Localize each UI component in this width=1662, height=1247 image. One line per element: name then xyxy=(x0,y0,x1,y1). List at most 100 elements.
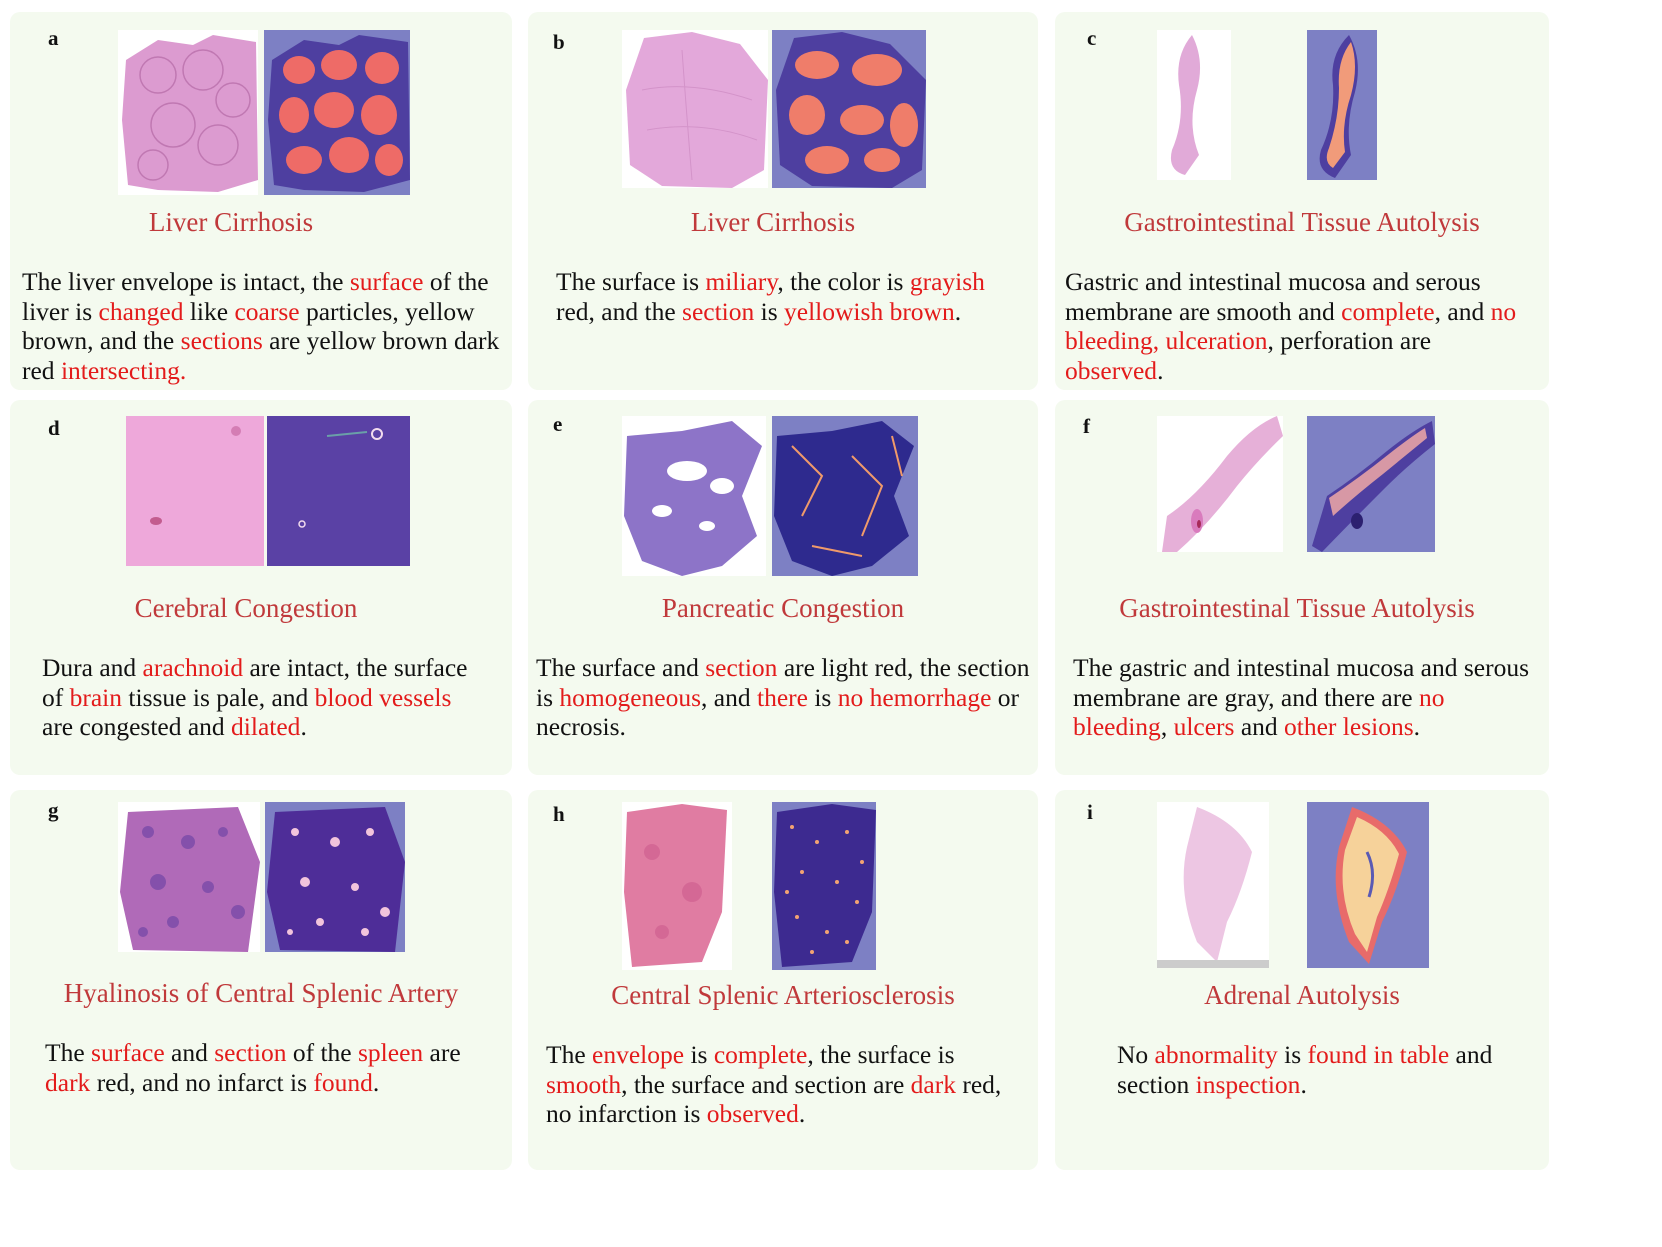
description-text: are light red, the section is xyxy=(536,653,1030,712)
highlighted-term: spleen xyxy=(358,1038,424,1067)
highlighted-term: grayish xyxy=(909,267,985,296)
description-text: . xyxy=(798,1099,806,1128)
description-text: Dura and xyxy=(42,653,143,682)
highlighted-term: ulcers xyxy=(1173,712,1235,741)
description-text: is xyxy=(807,682,838,712)
highlighted-term: changed xyxy=(98,296,184,326)
heatmap-overlay-image xyxy=(772,416,918,576)
highlighted-term: miliary xyxy=(705,267,778,296)
panel-letter: g xyxy=(48,798,59,822)
diagnosis-title: Adrenal Autolysis xyxy=(1204,980,1400,1010)
heatmap-overlay-image xyxy=(772,30,926,188)
description: The gastric and intestinal mucosa and se… xyxy=(1073,653,1543,742)
highlighted-term: observed xyxy=(1065,355,1158,385)
heatmap-overlay-image xyxy=(772,802,876,970)
heatmap-overlay-image xyxy=(1307,30,1377,180)
description-text: of the liver is xyxy=(22,267,489,326)
description-text: are intact, the surface of xyxy=(42,653,468,712)
panel-letter: d xyxy=(48,416,60,440)
highlighted-term: surface xyxy=(91,1038,165,1067)
description-text: tissue is pale, and xyxy=(122,682,315,712)
description-text: particles, yellow brown, and the xyxy=(22,296,475,356)
highlighted-term: sections xyxy=(180,326,263,355)
description-text: or necrosis. xyxy=(536,682,1020,742)
description-text: . xyxy=(300,712,307,741)
description-text: of the xyxy=(286,1038,358,1067)
highlighted-term: dilated xyxy=(231,712,301,741)
description: The envelope is complete, the surface is… xyxy=(546,1040,1026,1129)
panel-a: a Liver Cirrhosis The liver envelope is … xyxy=(10,12,512,390)
diagnosis-title: Cerebral Congestion xyxy=(134,593,358,623)
highlighted-term: section xyxy=(214,1038,287,1067)
heatmap-overlay-image xyxy=(1307,802,1429,968)
description-text: Gastric and intestinal mucosa and serous… xyxy=(1065,267,1481,326)
panel-letter: h xyxy=(553,802,565,826)
panel-b: b Liver Cirrhosis The surface is miliary… xyxy=(528,12,1038,390)
he-stained-slide-image xyxy=(1157,802,1269,968)
highlighted-term: yellowish brown xyxy=(784,296,955,326)
highlighted-term: brain xyxy=(69,682,123,712)
highlighted-term: intersecting. xyxy=(60,355,187,385)
highlighted-term: other lesions xyxy=(1284,712,1414,741)
description-text: . xyxy=(1413,712,1421,741)
description: No abnormality is found in table and sec… xyxy=(1117,1040,1527,1099)
description-text: . xyxy=(1157,355,1164,385)
highlighted-term: dark xyxy=(45,1067,91,1097)
panel-g: g Hyalinosis of Central Splenic Artery T… xyxy=(10,790,512,1170)
panel-h: h Central Splenic Arteriosclerosis The e… xyxy=(528,790,1038,1170)
description-text: like xyxy=(183,296,235,326)
description-text: The surface and xyxy=(536,653,706,682)
diagnosis-title: Central Splenic Arteriosclerosis xyxy=(611,980,955,1010)
description-text: . xyxy=(954,296,962,326)
highlighted-term: no bleeding, ulceration xyxy=(1065,296,1517,356)
highlighted-term: complete xyxy=(713,1040,808,1069)
highlighted-term: found in table xyxy=(1307,1040,1450,1069)
highlighted-term: surface xyxy=(349,267,424,296)
highlighted-term: inspection xyxy=(1195,1069,1301,1099)
highlighted-term: no hemorrhage xyxy=(837,682,992,712)
highlighted-term: homogeneous xyxy=(559,682,702,712)
description-text: . xyxy=(1300,1069,1307,1099)
panel-e: e Pancreatic Congestion The surface and … xyxy=(528,400,1038,775)
diagnosis-title: Gastrointestinal Tissue Autolysis xyxy=(1119,593,1475,623)
highlighted-term: no bleeding xyxy=(1073,682,1445,742)
description-text: , xyxy=(1160,712,1174,741)
highlighted-term: found xyxy=(313,1067,373,1097)
description-text: No xyxy=(1117,1040,1155,1069)
description-text: , and xyxy=(701,682,757,712)
description: Dura and arachnoid are intact, the surfa… xyxy=(42,653,472,742)
description-text: and xyxy=(164,1038,215,1067)
highlighted-term: coarse xyxy=(234,296,300,326)
description-text: is xyxy=(684,1040,714,1069)
description-text: , the surface and section are xyxy=(621,1069,911,1099)
description: Gastric and intestinal mucosa and serous… xyxy=(1065,267,1535,385)
highlighted-term: section xyxy=(705,653,778,682)
panel-d: d Cerebral Congestion Dura and arachnoid… xyxy=(10,400,512,775)
highlighted-term: arachnoid xyxy=(142,653,244,682)
diagnosis-title: Hyalinosis of Central Splenic Artery xyxy=(63,978,459,1008)
heatmap-overlay-image xyxy=(1307,416,1435,552)
description-text: and section xyxy=(1117,1040,1493,1099)
description-text: , the surface is xyxy=(807,1040,955,1069)
description: The surface and section are light red, t… xyxy=(536,653,1046,742)
description-text: , the color is xyxy=(777,267,910,296)
description-text: The xyxy=(45,1038,92,1067)
he-stained-slide-image xyxy=(1157,416,1283,552)
panel-letter: c xyxy=(1087,26,1097,50)
he-stained-slide-image xyxy=(118,802,260,952)
panel-i: i Adrenal Autolysis No abnormality is fo… xyxy=(1055,790,1549,1170)
diagnosis-title: Gastrointestinal Tissue Autolysis xyxy=(1124,207,1480,237)
description: The surface is miliary, the color is gra… xyxy=(556,267,1006,326)
description-text: are xyxy=(423,1038,461,1067)
description-text: is xyxy=(1277,1040,1308,1069)
description-text: are congested and xyxy=(42,712,232,741)
description-text: The xyxy=(546,1040,593,1069)
diagnosis-title: Liver Cirrhosis xyxy=(690,207,856,237)
description: The liver envelope is intact, the surfac… xyxy=(22,267,510,385)
description-text: The liver envelope is intact, the xyxy=(22,267,350,296)
description-text: The surface is xyxy=(556,267,706,296)
highlighted-term: section xyxy=(682,296,755,326)
description-text: red, no infarction is xyxy=(546,1069,1002,1129)
description-text: . xyxy=(372,1067,380,1097)
panel-letter: b xyxy=(553,30,565,54)
